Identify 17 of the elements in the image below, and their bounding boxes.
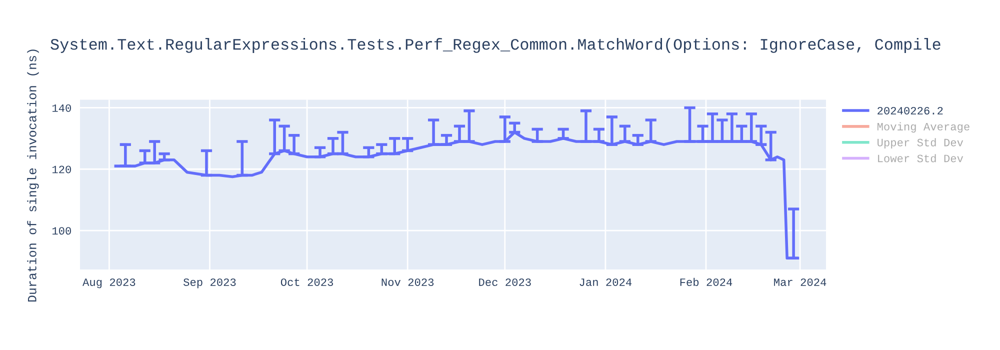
y-tick-label: 120: [52, 166, 71, 174]
x-tick-label: Sep 2023: [183, 278, 236, 288]
legend-label: Upper Std Dev: [878, 138, 964, 149]
y-tick-label: 100: [52, 227, 71, 235]
y-tick-label: 140: [52, 104, 71, 112]
x-tick-label: Dec 2023: [479, 278, 531, 286]
y-axis-title: Duration of single invocation (ns): [27, 50, 39, 302]
x-tick-label: Mar 2024: [774, 278, 826, 286]
x-tick-label: Oct 2023: [280, 278, 334, 286]
x-tick-label: Nov 2023: [382, 278, 434, 286]
legend-label: Lower Std Dev: [878, 154, 964, 162]
x-tick-label: Aug 2023: [82, 278, 136, 288]
legend-label: Moving Average: [877, 122, 970, 133]
chart-title: System.Text.RegularExpressions.Tests.Perf_Regex_Common.MatchWord(Options: IgnoreCase, Compile: [50, 38, 940, 53]
x-tick-label: Feb 2024: [680, 278, 732, 286]
x-tick-label: Jan 2024: [580, 278, 632, 286]
legend-label: 20240226.2: [878, 106, 943, 115]
